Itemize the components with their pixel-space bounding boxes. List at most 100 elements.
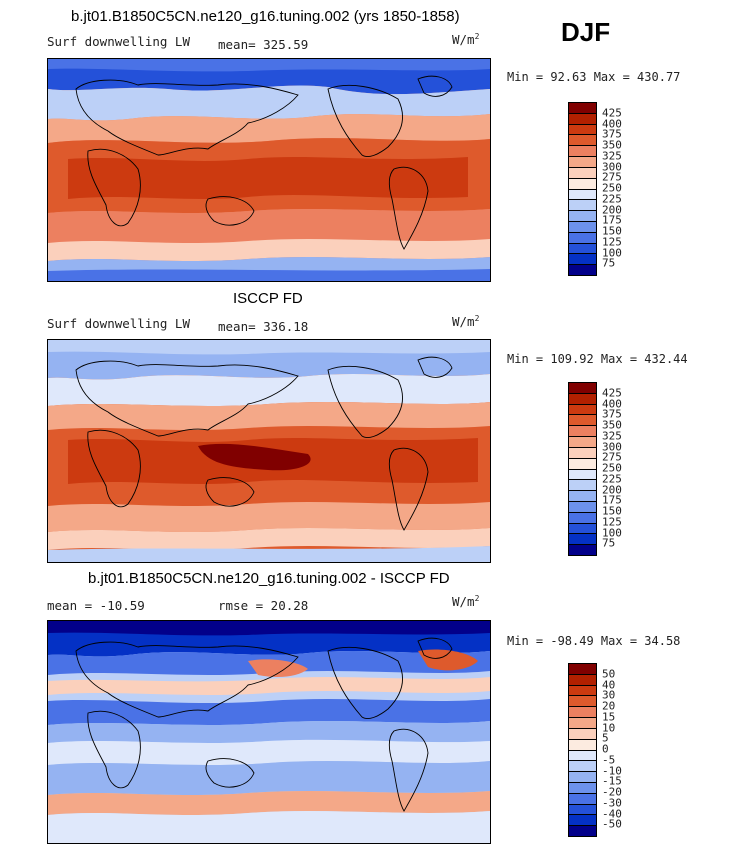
colorbar-swatch	[569, 404, 596, 416]
colorbar-tick-label: 375	[602, 407, 622, 421]
colorbar-swatch	[569, 415, 596, 427]
colorbar-tick-label: 10	[602, 721, 616, 734]
colorbar-tick-label: -40	[602, 807, 622, 820]
colorbar-swatch	[569, 178, 596, 190]
panel1-mean-label: mean= 325.59	[218, 37, 309, 52]
colorbar-swatch	[569, 761, 596, 773]
colorbar-swatch	[569, 664, 596, 675]
panel1-minmax: Min = 92.63 Max = 430.77	[507, 70, 681, 84]
colorbar-swatch	[569, 146, 596, 158]
colorbar-tick-label: 200	[602, 203, 622, 216]
colorbar-swatch	[569, 523, 596, 535]
panel2-units: W/m2	[452, 314, 480, 330]
colorbar-swatch	[569, 728, 596, 740]
panel1-map	[47, 58, 491, 282]
panel1-colorbar	[568, 102, 597, 276]
colorbar-swatch	[569, 739, 596, 751]
colorbar-swatch	[569, 772, 596, 783]
panel1-variable-label: Surf downwelling LW	[47, 34, 190, 49]
colorbar-tick-label: 425	[602, 106, 622, 120]
panel3-title: b.jt01.B1850C5CN.ne120_g16.tuning.002 - …	[88, 570, 450, 587]
colorbar-swatch	[569, 696, 596, 708]
colorbar-swatch	[569, 393, 596, 405]
colorbar-tick-label: 150	[602, 224, 622, 238]
colorbar-swatch	[569, 458, 596, 470]
colorbar-tick-label: 250	[602, 461, 622, 475]
colorbar-tick-label: -30	[602, 796, 622, 810]
colorbar-tick-label: 275	[602, 170, 622, 184]
colorbar-tick-label: 350	[602, 138, 622, 152]
colorbar-swatch	[569, 534, 596, 546]
colorbar-swatch	[569, 167, 596, 179]
colorbar-swatch	[569, 707, 596, 719]
panel1-map-field	[48, 59, 490, 281]
colorbar-swatch	[569, 103, 596, 114]
colorbar-swatch	[569, 718, 596, 729]
colorbar-tick-label: -50	[602, 817, 622, 831]
colorbar-tick-label: 150	[602, 504, 622, 518]
panel2-map-field	[48, 340, 490, 562]
colorbar-tick-label: -15	[602, 774, 622, 788]
colorbar-tick-label: 325	[602, 149, 622, 163]
colorbar-tick-label: -5	[602, 753, 616, 767]
colorbar-tick-label: 225	[602, 472, 622, 486]
colorbar-swatch	[569, 469, 596, 481]
panel2-minmax: Min = 109.92 Max = 432.44	[507, 352, 688, 366]
colorbar-swatch	[569, 221, 596, 233]
colorbar-swatch	[569, 426, 596, 438]
colorbar-tick-label: 400	[602, 117, 622, 130]
panel2-colorbar	[568, 382, 597, 556]
panel3-units: W/m2	[452, 594, 480, 610]
colorbar-swatch	[569, 674, 596, 686]
panel2-title: ISCCP FD	[233, 290, 303, 307]
colorbar-tick-label: 50	[602, 667, 616, 681]
colorbar-swatch	[569, 211, 596, 222]
colorbar-swatch	[569, 750, 596, 762]
colorbar-tick-label: 400	[602, 397, 622, 410]
colorbar-swatch	[569, 826, 596, 836]
colorbar-tick-label: 75	[602, 256, 616, 270]
colorbar-tick-label: -10	[602, 764, 622, 777]
panel1-units: W/m2	[452, 32, 480, 48]
colorbar-swatch	[569, 804, 596, 816]
colorbar-tick-label: 275	[602, 450, 622, 464]
colorbar-swatch	[569, 124, 596, 136]
colorbar-swatch	[569, 512, 596, 524]
colorbar-swatch	[569, 157, 596, 168]
colorbar-tick-label: 0	[602, 742, 609, 756]
colorbar-tick-label: 250	[602, 181, 622, 195]
panel3-map	[47, 620, 491, 844]
colorbar-tick-label: 125	[602, 235, 622, 249]
colorbar-tick-label: 100	[602, 526, 622, 539]
colorbar-swatch	[569, 232, 596, 244]
colorbar-tick-label: 75	[602, 536, 616, 550]
colorbar-swatch	[569, 200, 596, 212]
colorbar-tick-label: 175	[602, 213, 622, 227]
colorbar-tick-label: 40	[602, 678, 616, 691]
colorbar-tick-label: 175	[602, 493, 622, 507]
colorbar-swatch	[569, 383, 596, 394]
colorbar-tick-label: 225	[602, 192, 622, 206]
panel3-minmax: Min = -98.49 Max = 34.58	[507, 634, 681, 648]
colorbar-swatch	[569, 254, 596, 266]
panel2-mean-label: mean= 336.18	[218, 319, 309, 334]
colorbar-swatch	[569, 815, 596, 827]
colorbar-tick-label: 375	[602, 127, 622, 141]
colorbar-swatch	[569, 545, 596, 555]
panel2-variable-label: Surf downwelling LW	[47, 316, 190, 331]
panel3-rmse-label: rmse = 20.28	[218, 598, 309, 613]
colorbar-tick-label: 425	[602, 386, 622, 400]
colorbar-tick-label: 300	[602, 160, 622, 173]
season-label: DJF	[561, 17, 611, 47]
colorbar-tick-label: 325	[602, 429, 622, 443]
colorbar-tick-label: -20	[602, 785, 622, 799]
colorbar-swatch	[569, 685, 596, 697]
colorbar-tick-label: 30	[602, 688, 616, 702]
panel2-map	[47, 339, 491, 563]
panel3-colorbar	[568, 663, 597, 837]
colorbar-swatch	[569, 113, 596, 125]
colorbar-swatch	[569, 437, 596, 448]
colorbar-swatch	[569, 480, 596, 492]
colorbar-tick-label: 350	[602, 418, 622, 432]
colorbar-swatch	[569, 135, 596, 147]
